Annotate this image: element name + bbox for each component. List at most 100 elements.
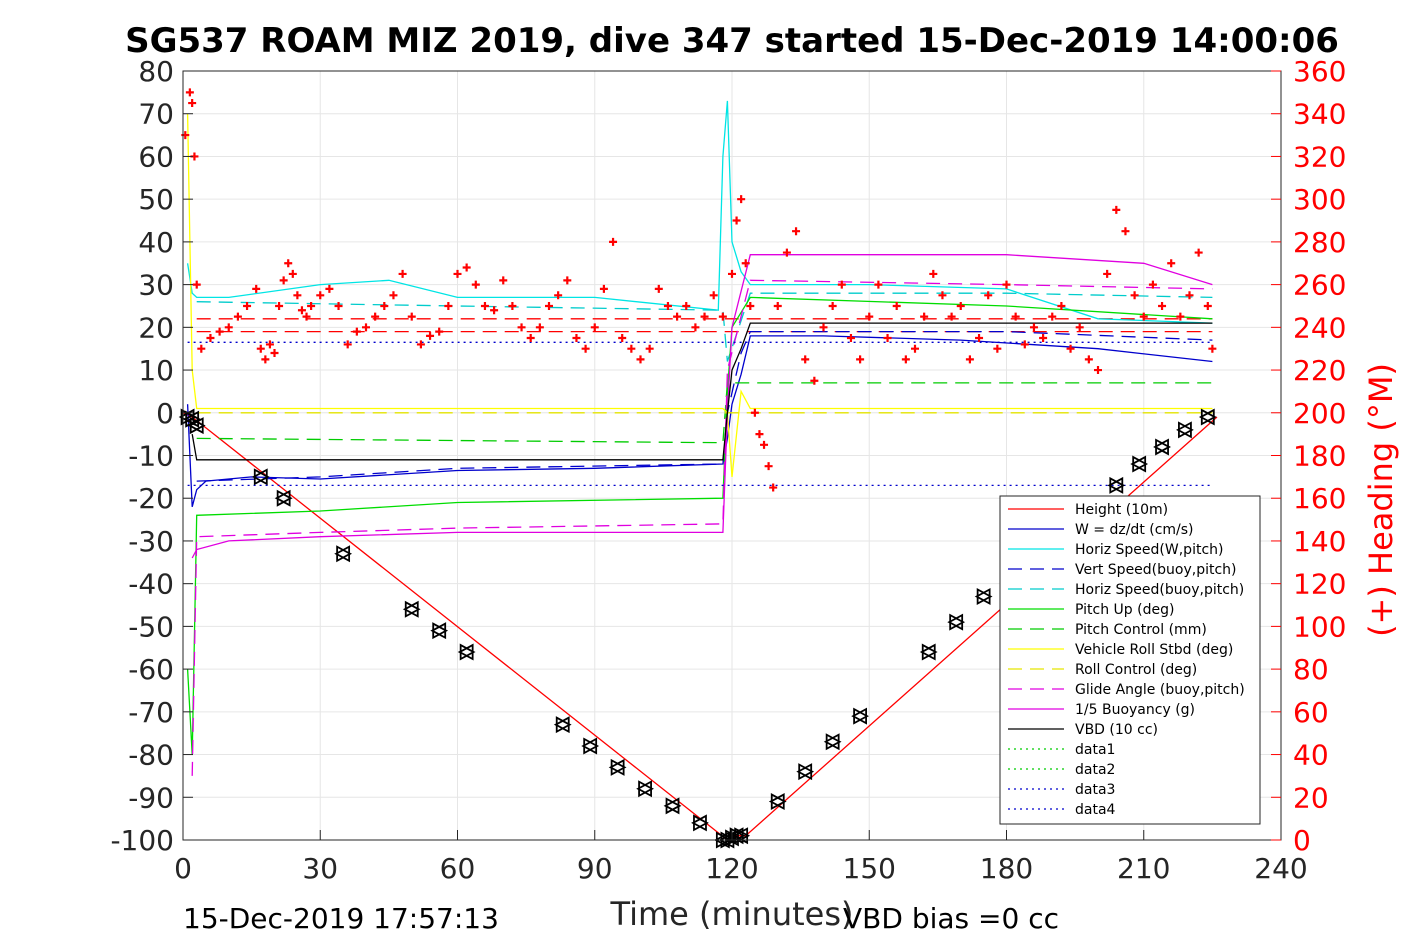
y-tick-label-left: 80 — [138, 55, 174, 88]
heading-point — [1203, 301, 1212, 310]
heading-point — [901, 355, 910, 364]
heading-point — [288, 269, 297, 278]
heading-point — [307, 301, 316, 310]
profile-marker — [610, 758, 627, 776]
heading-point — [769, 483, 778, 492]
legend-entry: Height (10m) — [1075, 502, 1168, 518]
heading-point — [243, 301, 252, 310]
heading-point — [215, 327, 224, 336]
heading-point — [750, 408, 759, 417]
heading-point — [508, 301, 517, 310]
heading-point — [965, 355, 974, 364]
heading-point — [718, 312, 727, 321]
heading-point — [490, 306, 499, 315]
profile-marker — [404, 600, 421, 618]
heading-point — [197, 344, 206, 353]
heading-point — [343, 340, 352, 349]
heading-point — [801, 355, 810, 364]
heading-point — [828, 301, 837, 310]
heading-point — [737, 195, 746, 204]
legend-entry: Vehicle Roll Stbd (deg) — [1075, 642, 1233, 658]
footer-vbd-bias: VBD bias =0 cc — [843, 902, 1059, 935]
profile-marker — [336, 545, 353, 563]
heading-point — [1094, 366, 1102, 375]
heading-point — [663, 301, 672, 310]
heading-point — [837, 280, 846, 289]
y-tick-label-right: 60 — [1293, 696, 1329, 729]
profile-marker — [1132, 455, 1149, 473]
legend-entry: Horiz Speed(W,pitch) — [1075, 542, 1223, 558]
y-tick-label-left: -70 — [128, 696, 174, 729]
y-tick-label-right: 200 — [1293, 397, 1346, 430]
heading-point — [1158, 301, 1167, 310]
heading-point — [1057, 301, 1066, 310]
profile-marker — [976, 587, 993, 605]
heading-point — [590, 323, 599, 332]
heading-point — [334, 301, 343, 310]
legend-entry: 1/5 Buoyancy (g) — [1075, 702, 1195, 718]
y-tick-label-right: 340 — [1293, 98, 1346, 131]
heading-point — [1176, 312, 1185, 321]
profile-marker — [734, 827, 751, 845]
heading-point — [224, 323, 233, 332]
y-tick-label-right: 20 — [1293, 781, 1329, 814]
profile-marker — [949, 613, 966, 631]
heading-point — [1011, 312, 1020, 321]
heading-point — [352, 327, 361, 336]
heading-point — [526, 334, 535, 343]
heading-point — [572, 334, 581, 343]
heading-point — [1039, 334, 1048, 343]
legend-entry: Pitch Up (deg) — [1075, 602, 1174, 618]
heading-point — [746, 301, 755, 310]
heading-point — [1112, 205, 1121, 214]
heading-point — [892, 301, 901, 310]
profile-marker — [459, 643, 476, 661]
y-tick-label-left: -100 — [110, 824, 174, 857]
heading-point — [993, 344, 1002, 353]
heading-point — [206, 334, 215, 343]
heading-point — [956, 301, 965, 310]
y-tick-label-right: 320 — [1293, 140, 1346, 173]
legend-entry: Roll Control (deg) — [1075, 662, 1197, 678]
y-tick-label-right: 100 — [1293, 610, 1346, 643]
right-axis-label: (+) Heading (°M) — [1362, 363, 1400, 637]
heading-point — [654, 284, 663, 293]
legend-box — [999, 495, 1261, 825]
heading-point — [265, 340, 274, 349]
heading-point — [627, 344, 636, 353]
heading-point — [618, 334, 627, 343]
heading-point — [284, 259, 293, 268]
heading-point — [279, 276, 288, 285]
heading-point — [398, 269, 407, 278]
x-tick-label: 0 — [174, 852, 192, 885]
heading-point — [1048, 312, 1057, 321]
heading-point — [709, 291, 718, 300]
x-tick-label: 120 — [705, 852, 758, 885]
y-tick-label-left: 30 — [138, 269, 174, 302]
y-tick-label-right: 140 — [1293, 525, 1346, 558]
heading-point — [416, 340, 425, 349]
profile-marker — [1155, 438, 1171, 456]
heading-point — [691, 323, 700, 332]
axes: 0 30 60 90 120 150 180 210 240-100-90-80-70-60-5… — [110, 55, 1346, 885]
y-tick-label-left: -20 — [128, 482, 174, 515]
series-line-11 — [191, 322, 1213, 461]
heading-point — [741, 259, 750, 268]
y-tick-label-left: -40 — [128, 568, 174, 601]
legend-entry: W = dz/dt (cm/s) — [1075, 522, 1194, 538]
heading-point — [554, 291, 563, 300]
legend-entry: Horiz Speed(buoy,pitch) — [1075, 582, 1244, 598]
heading-point — [563, 276, 572, 285]
heading-point — [682, 301, 691, 310]
heading-point — [1167, 259, 1176, 268]
heading-point — [984, 291, 993, 300]
profile-marker — [1200, 408, 1217, 426]
profile-marker — [555, 716, 572, 734]
heading-point — [755, 430, 764, 439]
y-tick-label-right: 300 — [1293, 183, 1346, 216]
series-line-10 — [191, 254, 1213, 559]
x-tick-label: 60 — [440, 852, 476, 885]
heading-point — [700, 312, 709, 321]
y-tick-label-right: 80 — [1293, 653, 1329, 686]
